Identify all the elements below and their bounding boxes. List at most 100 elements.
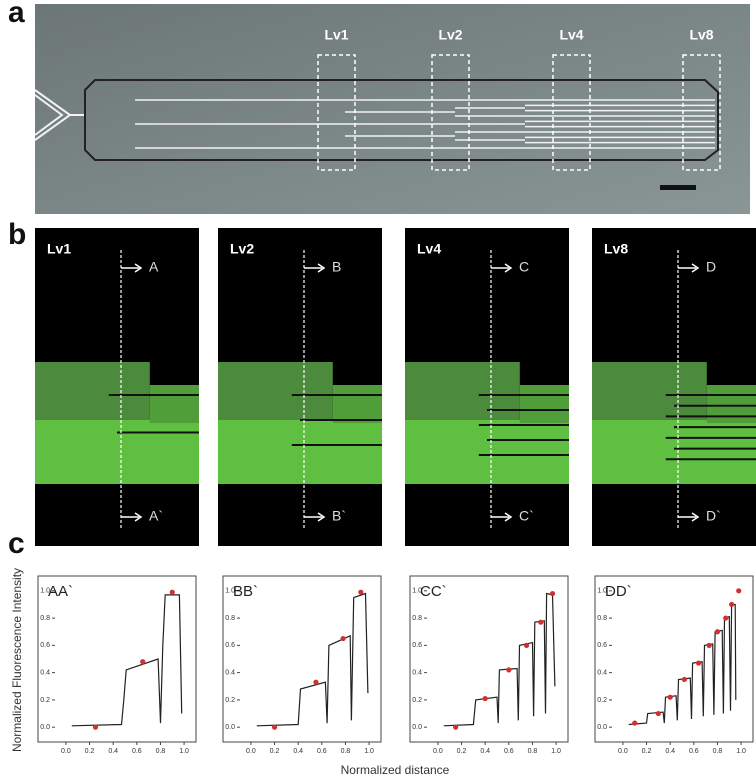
x-tick-label: 0.2 — [270, 748, 280, 755]
x-tick-label: 1.0 — [551, 748, 561, 755]
mean-point — [523, 642, 530, 648]
y-tick-label: 0.2 — [597, 697, 607, 704]
x-tick-label: 0.6 — [504, 748, 514, 755]
y-tick-label: 0.2 — [412, 697, 422, 704]
section-label: C` — [519, 508, 534, 524]
mean-point — [506, 667, 512, 673]
x-tick-label: 0.6 — [689, 748, 699, 755]
y-tick-label: 0.8 — [40, 615, 50, 622]
y-tick-label: 0.0 — [597, 724, 607, 731]
mean-point — [706, 642, 712, 648]
y-tick-label: 0.6 — [225, 642, 235, 649]
x-tick-label: 0.2 — [457, 748, 467, 755]
arrow-head — [504, 512, 513, 522]
section-label: A — [149, 259, 159, 275]
region-box — [431, 54, 470, 171]
y-tick-label: 0.0 — [225, 724, 235, 731]
mean-point — [453, 724, 459, 730]
x-tick-label: 0.8 — [528, 748, 538, 755]
profile-chart: 0.0 0.2 0.4 0.6 0.8 1.00.00.20.40.60.81.0AA` — [37, 575, 197, 755]
mean-point — [655, 710, 661, 717]
mean-point — [549, 590, 556, 597]
mean-point — [736, 588, 742, 594]
y-tick-label: 0.8 — [225, 615, 235, 622]
mean-point — [538, 619, 544, 625]
mean-point — [271, 724, 278, 730]
section-label: B` — [332, 508, 346, 524]
arrow-head — [691, 512, 700, 522]
y-tick-label: 0.6 — [40, 642, 50, 649]
x-tick-label: 0.4 — [108, 748, 118, 755]
region-box — [317, 54, 356, 171]
stream-mid — [519, 385, 569, 423]
x-tick-label: 0.8 — [156, 748, 166, 755]
y-tick-label: 0.4 — [412, 669, 422, 676]
mean-point — [340, 635, 346, 642]
chart-frame — [37, 575, 197, 743]
view-title: Lv4 — [417, 241, 441, 257]
section-label: A` — [149, 508, 163, 524]
y-tick-label: 0.6 — [597, 642, 607, 649]
profile-chart: 0.0 0.2 0.4 0.6 0.8 1.00.00.20.40.60.81.0DD` — [594, 575, 754, 755]
y-tick-label: 1.0 — [40, 588, 50, 595]
region-label: Lv1 — [324, 27, 348, 43]
mean-point — [482, 695, 488, 702]
arrow-head — [134, 263, 143, 273]
region-box — [552, 54, 591, 171]
y-tick-label: 0.0 — [412, 724, 422, 731]
view-title: Lv1 — [47, 241, 71, 257]
stream-dim — [592, 362, 707, 422]
chart-title: AA` — [48, 583, 73, 600]
mean-point — [723, 615, 729, 621]
x-tick-label: 0.2 — [642, 748, 652, 755]
chart-frame — [222, 575, 382, 743]
section-label: C — [519, 259, 529, 275]
mean-point — [358, 589, 364, 595]
mean-point — [681, 676, 687, 683]
profile-line — [443, 592, 556, 727]
arrow-head — [317, 512, 326, 522]
mean-point — [313, 679, 319, 685]
mean-point — [169, 589, 175, 595]
x-tick-label: 0.0 — [246, 748, 256, 755]
x-tick-label: 0.6 — [317, 748, 327, 755]
mean-point — [92, 724, 99, 730]
y-tick-label: 0.2 — [225, 697, 235, 704]
y-tick-label: 1.0 — [597, 588, 607, 595]
region-label: Lv4 — [559, 27, 583, 43]
mean-point — [140, 659, 146, 665]
x-tick-label: 0.6 — [132, 748, 142, 755]
x-tick-label: 0.8 — [341, 748, 351, 755]
y-tick-label: 1.0 — [412, 588, 422, 595]
x-tick-label: 1.0 — [179, 748, 189, 755]
arrow-head — [504, 263, 513, 273]
section-label: B — [332, 259, 341, 275]
stream-bright — [592, 420, 756, 484]
y-tick-label: 0.6 — [412, 642, 422, 649]
view-title: Lv8 — [604, 241, 628, 257]
stream-mid — [332, 385, 382, 423]
panel-label: a — [8, 0, 25, 29]
stream-bright — [35, 420, 199, 484]
arrow-head — [317, 263, 326, 273]
y-tick-label: 0.8 — [412, 615, 422, 622]
stream-dim — [218, 362, 333, 422]
mean-point — [714, 629, 721, 635]
profile-line — [256, 592, 369, 727]
x-tick-label: 1.0 — [364, 748, 374, 755]
region-label: Lv8 — [689, 27, 713, 43]
chart-title: CC` — [420, 583, 447, 600]
chart-frame — [594, 575, 754, 743]
region-label: Lv2 — [438, 27, 462, 43]
x-tick-label: 0.4 — [665, 748, 675, 755]
x-tick-label: 0.0 — [618, 748, 628, 755]
profile-chart: 0.0 0.2 0.4 0.6 0.8 1.00.00.20.40.60.81.0BB` — [222, 575, 382, 755]
scale-bar — [660, 185, 696, 190]
y-tick-label: 0.0 — [40, 724, 50, 731]
chamber — [84, 79, 719, 161]
profile-chart: 0.0 0.2 0.4 0.6 0.8 1.00.00.20.40.60.81.0CC` — [409, 575, 569, 755]
x-tick-label: 0.0 — [61, 748, 71, 755]
stream-dim — [35, 362, 150, 422]
